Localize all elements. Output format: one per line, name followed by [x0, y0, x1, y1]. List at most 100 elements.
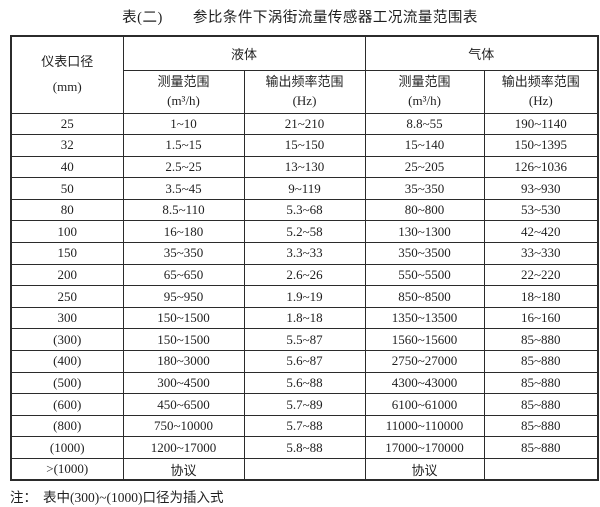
table-row: 40 2.5~25 13~130 25~205 126~1036 [10, 155, 599, 179]
footnote-text: 表中(300)~(1000)口径为插入式 [43, 490, 224, 505]
value-cell: 4300~43000 [364, 371, 485, 395]
table-row: 150 35~350 3.3~33 350~3500 33~330 [10, 242, 599, 265]
value-cell: 5.7~88 [243, 414, 366, 438]
value-cell: 53~530 [483, 198, 599, 222]
value-cell: 85~880 [483, 350, 599, 373]
value-cell: 550~5500 [364, 263, 485, 287]
value-cell: 85~880 [483, 328, 599, 352]
diameter-cell: 150 [10, 242, 124, 265]
value-cell: 1350~13500 [364, 306, 485, 330]
diameter-cell: (500) [10, 371, 124, 395]
value-cell: 3.3~33 [243, 242, 366, 265]
value-cell: 8.8~55 [364, 112, 485, 136]
value-cell: 35~350 [122, 242, 245, 265]
value-cell: 2.6~26 [243, 263, 366, 287]
header-gas-measure-label: 测量范围 [398, 73, 451, 89]
value-cell: 25~205 [364, 155, 485, 179]
diameter-cell: 100 [10, 220, 124, 244]
header-diameter-unit: (mm) [52, 78, 82, 94]
header-gas-frequency: 输出频率范围 (Hz) [483, 69, 599, 114]
value-cell: 1.5~15 [122, 134, 245, 157]
value-cell: 42~420 [483, 220, 599, 244]
value-cell: 95~950 [122, 285, 245, 308]
value-cell [243, 458, 366, 481]
value-cell: 5.6~87 [243, 350, 366, 373]
value-cell: 750~10000 [122, 414, 245, 438]
value-cell: 5.5~87 [243, 328, 366, 352]
header-liquid-measure-label: 测量范围 [157, 73, 210, 89]
table-row: (300) 150~1500 5.5~87 1560~15600 85~880 [10, 328, 599, 352]
table-row: (1000) 1200~17000 5.8~88 17000~170000 85~880 [10, 436, 599, 459]
value-cell: 93~930 [483, 177, 599, 200]
header-gas: 气体 [364, 35, 599, 71]
value-cell: 150~1500 [122, 328, 245, 352]
value-cell: 协议 [364, 458, 485, 481]
header-liquid: 液体 [122, 35, 366, 71]
value-cell: 80~800 [364, 198, 485, 222]
table-row: 32 1.5~15 15~150 15~140 150~1395 [10, 134, 599, 157]
header-gas-frequency-unit: (Hz) [528, 92, 553, 108]
table-row: (400) 180~3000 5.6~87 2750~27000 85~880 [10, 350, 599, 373]
table-row: 300 150~1500 1.8~18 1350~13500 16~160 [10, 306, 599, 330]
value-cell: 85~880 [483, 436, 599, 459]
value-cell: 5.2~58 [243, 220, 366, 244]
header-diameter-label: 仪表口径 [41, 54, 94, 70]
table-header: 仪表口径 (mm) 液体 气体 测量范围 (m³/h) 输出频率范围 (Hz) … [10, 35, 599, 114]
value-cell: 85~880 [483, 414, 599, 438]
value-cell [483, 458, 599, 481]
value-cell: 21~210 [243, 112, 366, 136]
value-cell: 8.5~110 [122, 198, 245, 222]
table-row: 80 8.5~110 5.3~68 80~800 53~530 [10, 198, 599, 222]
header-gas-measure-unit: (m³/h) [408, 92, 441, 108]
header-group-row: 仪表口径 (mm) 液体 气体 [10, 35, 599, 114]
value-cell: 5.3~68 [243, 198, 366, 222]
diameter-cell: (600) [10, 393, 124, 416]
value-cell: 16~180 [122, 220, 245, 244]
diameter-cell: (1000) [10, 436, 124, 459]
footnote: 注： 表中(300)~(1000)口径为插入式 [10, 486, 224, 506]
header-liquid-measure: 测量范围 (m³/h) [122, 69, 245, 114]
diameter-cell: 40 [10, 155, 124, 179]
diameter-cell: 300 [10, 306, 124, 330]
value-cell: 350~3500 [364, 242, 485, 265]
value-cell: 130~1300 [364, 220, 485, 244]
value-cell: 16~160 [483, 306, 599, 330]
value-cell: 1200~17000 [122, 436, 245, 459]
diameter-cell: >(1000) [10, 458, 124, 481]
value-cell: 18~180 [483, 285, 599, 308]
diameter-cell: 50 [10, 177, 124, 200]
value-cell: 126~1036 [483, 155, 599, 179]
table-row: (800) 750~10000 5.7~88 11000~110000 85~880 [10, 414, 599, 438]
value-cell: 3.5~45 [122, 177, 245, 200]
value-cell: 1~10 [122, 112, 245, 136]
value-cell: 15~150 [243, 134, 366, 157]
table-row: 250 95~950 1.9~19 850~8500 18~180 [10, 285, 599, 308]
header-diameter: 仪表口径 (mm) [10, 35, 124, 114]
value-cell: 22~220 [483, 263, 599, 287]
value-cell: 150~1395 [483, 134, 599, 157]
value-cell: 15~140 [364, 134, 485, 157]
header-liquid-frequency-unit: (Hz) [292, 92, 317, 108]
value-cell: 5.8~88 [243, 436, 366, 459]
value-cell: 17000~170000 [364, 436, 485, 459]
footnote-label: 注： [10, 490, 37, 505]
value-cell: 1560~15600 [364, 328, 485, 352]
diameter-cell: (800) [10, 414, 124, 438]
diameter-cell: (300) [10, 328, 124, 352]
value-cell: 9~119 [243, 177, 366, 200]
value-cell: 33~330 [483, 242, 599, 265]
value-cell: 65~650 [122, 263, 245, 287]
header-liquid-frequency: 输出频率范围 (Hz) [243, 69, 366, 114]
diameter-cell: 25 [10, 112, 124, 136]
table-title-text: 参比条件下涡街流量传感器工况流量范围表 [192, 10, 478, 26]
table-row: >(1000) 协议 协议 [10, 458, 599, 481]
value-cell: 150~1500 [122, 306, 245, 330]
value-cell: 2750~27000 [364, 350, 485, 373]
value-cell: 13~130 [243, 155, 366, 179]
table-row: 200 65~650 2.6~26 550~5500 22~220 [10, 263, 599, 287]
table-row: 100 16~180 5.2~58 130~1300 42~420 [10, 220, 599, 244]
value-cell: 11000~110000 [364, 414, 485, 438]
table-row: (600) 450~6500 5.7~89 6100~61000 85~880 [10, 393, 599, 416]
header-liquid-frequency-label: 输出频率范围 [265, 73, 344, 89]
